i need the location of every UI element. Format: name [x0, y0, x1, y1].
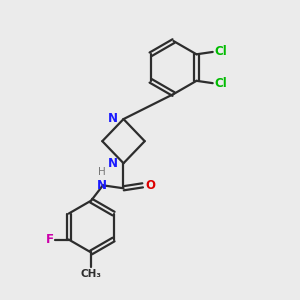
Text: Cl: Cl	[214, 77, 227, 90]
Text: CH₃: CH₃	[81, 269, 102, 279]
Text: F: F	[46, 233, 54, 246]
Text: N: N	[108, 157, 118, 170]
Text: O: O	[145, 179, 155, 192]
Text: H: H	[98, 167, 106, 177]
Text: Cl: Cl	[214, 45, 227, 58]
Text: N: N	[97, 179, 107, 192]
Text: N: N	[108, 112, 118, 125]
